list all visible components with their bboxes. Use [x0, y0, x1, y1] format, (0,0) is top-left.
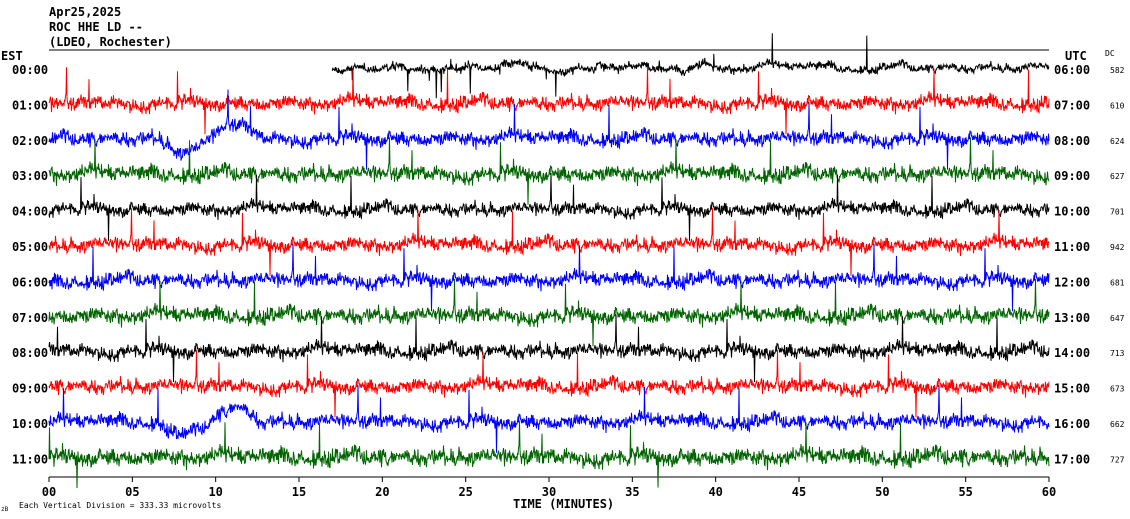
trace-row-0800 [48, 314, 1050, 383]
trace-row-0900 [48, 349, 1050, 418]
est-label: 04:00 [12, 205, 48, 219]
dc-label: 713 [1110, 349, 1125, 358]
trace-row-0500 [48, 208, 1050, 276]
trace-row-0700 [48, 278, 1050, 347]
dc-label: 624 [1110, 137, 1125, 146]
utc-label: 16:00 [1054, 417, 1090, 431]
x-tick-label: 00 [42, 485, 56, 499]
est-label: 06:00 [12, 275, 48, 289]
dc-label: 673 [1110, 385, 1125, 394]
x-tick-label: 40 [708, 485, 722, 499]
x-tick-label: 15 [292, 485, 306, 499]
dc-label: 942 [1110, 243, 1125, 252]
trace-row-0400 [48, 172, 1050, 241]
row-label-layer: 00:00 06:00 582 01:00 07:00 610 02:00 08:00 624 0… [12, 63, 1125, 466]
trace-row-0600 [48, 243, 1050, 312]
est-label: 05:00 [12, 240, 48, 254]
dc-label: 727 [1110, 455, 1125, 464]
trace-row-0000 [331, 33, 1050, 99]
est-label: 08:00 [12, 346, 48, 360]
x-tick-label: 50 [875, 485, 889, 499]
right-axis-title: UTC [1065, 49, 1087, 63]
x-tick-label: 60 [1042, 485, 1056, 499]
est-label: 00:00 [12, 63, 48, 77]
dc-label: 662 [1110, 420, 1125, 429]
dc-label: 610 [1110, 101, 1125, 110]
x-tick-label: 05 [125, 485, 139, 499]
x-tick-label: 20 [375, 485, 389, 499]
x-tick-label: 55 [958, 485, 972, 499]
utc-label: 12:00 [1054, 275, 1090, 289]
trace-layer [48, 33, 1050, 489]
trace-row-1100 [48, 420, 1050, 489]
dc-axis-title: DC [1105, 49, 1115, 58]
est-label: 02:00 [12, 134, 48, 148]
utc-label: 14:00 [1054, 346, 1090, 360]
est-label: 03:00 [12, 169, 48, 183]
utc-label: 17:00 [1054, 452, 1090, 466]
x-tick-layer: 00 05 10 15 20 25 30 35 40 45 50 55 60 [42, 477, 1056, 499]
est-label: 07:00 [12, 311, 48, 325]
est-label: 10:00 [12, 417, 48, 431]
dc-label: 582 [1110, 66, 1125, 75]
utc-label: 13:00 [1054, 311, 1090, 325]
header-date: Apr25,2025 [49, 5, 121, 19]
dc-label: 647 [1110, 314, 1125, 323]
utc-label: 11:00 [1054, 240, 1090, 254]
est-label: 01:00 [12, 98, 48, 112]
trace-row-0200 [48, 89, 1050, 170]
est-label: 09:00 [12, 382, 48, 396]
dc-label: 701 [1110, 208, 1125, 217]
x-tick-label: 45 [792, 485, 806, 499]
x-axis-label: TIME (MINUTES) [513, 497, 614, 511]
utc-label: 06:00 [1054, 63, 1090, 77]
utc-label: 09:00 [1054, 169, 1090, 183]
trace-row-0100 [48, 66, 1050, 135]
dc-label: 627 [1110, 172, 1125, 181]
footer-vertical-division: Each Vertical Division = 333.33 microvol… [19, 501, 221, 510]
trace-row-1000 [48, 385, 1050, 453]
utc-label: 07:00 [1054, 98, 1090, 112]
left-axis-title: EST [1, 49, 23, 63]
x-tick-label: 25 [458, 485, 472, 499]
trace-row-0300 [48, 137, 1050, 205]
est-label: 11:00 [12, 452, 48, 466]
x-tick-label: 35 [625, 485, 639, 499]
header-channel: ROC HHE LD -- [49, 20, 143, 34]
utc-label: 10:00 [1054, 205, 1090, 219]
dc-label: 681 [1110, 278, 1125, 287]
utc-label: 15:00 [1054, 382, 1090, 396]
header-network: (LDEO, Rochester) [49, 35, 172, 49]
footer-mark: zB [1, 506, 9, 513]
utc-label: 08:00 [1054, 134, 1090, 148]
x-tick-label: 30 [542, 485, 556, 499]
x-tick-label: 10 [208, 485, 222, 499]
